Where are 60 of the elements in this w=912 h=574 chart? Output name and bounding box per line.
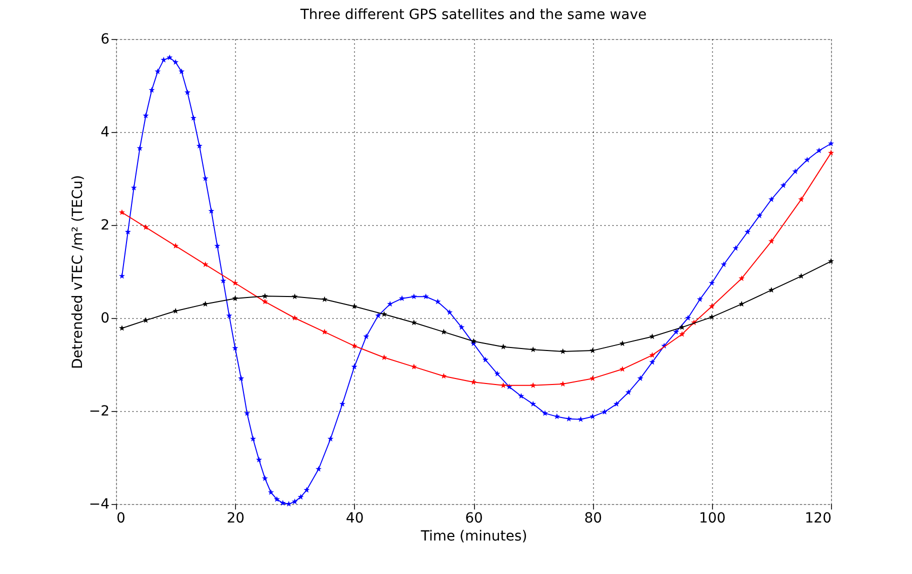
point [322, 328, 328, 335]
y-tick-label: 4 [100, 124, 110, 140]
point [351, 303, 358, 309]
point [232, 280, 238, 286]
point [202, 300, 208, 307]
point [142, 317, 149, 323]
point [118, 209, 125, 216]
y-tick-label: −2 [88, 404, 110, 420]
point [560, 380, 566, 387]
x-tick-label: 120 [804, 510, 832, 526]
point [649, 352, 656, 358]
y-tick-label: 0 [100, 310, 110, 326]
x-tick-label: 40 [346, 510, 364, 526]
point [322, 296, 328, 302]
point [708, 314, 715, 320]
point [798, 272, 804, 279]
point [381, 311, 388, 317]
point [738, 300, 745, 307]
point [232, 295, 238, 302]
point [679, 324, 686, 330]
point [649, 333, 656, 340]
y-axis-title: Detrended vTEC /m² (TECu) [70, 175, 86, 369]
x-tick-label: 0 [116, 510, 126, 526]
y-tick-label: −4 [88, 496, 110, 512]
x-tick-label: 20 [226, 510, 245, 526]
point [470, 338, 477, 344]
point [768, 238, 774, 244]
point [828, 258, 834, 264]
point [202, 261, 208, 268]
point [440, 372, 447, 379]
point [470, 379, 477, 385]
point [292, 314, 298, 321]
point [262, 298, 268, 304]
point [768, 286, 774, 293]
point [738, 275, 745, 282]
point [262, 292, 268, 299]
point [292, 293, 298, 300]
point [500, 382, 506, 388]
chart-title: Three different GPS satellites and the same wave [299, 7, 647, 23]
point [619, 340, 626, 346]
x-tick-label: 80 [584, 510, 602, 526]
point [530, 346, 536, 352]
point [679, 331, 686, 337]
x-tick-label: 100 [698, 510, 726, 526]
point [530, 382, 536, 388]
point [142, 224, 149, 230]
point [828, 150, 834, 156]
x-tick-label: 60 [465, 510, 483, 526]
y-tick-label: 6 [100, 32, 110, 48]
point [172, 242, 179, 248]
point [798, 196, 804, 202]
point [500, 344, 506, 350]
point [440, 328, 447, 335]
point [381, 354, 388, 360]
point [619, 366, 626, 372]
x-axis-title: Time (minutes) [420, 528, 528, 544]
y-tick-label: 2 [100, 218, 110, 234]
point [708, 303, 715, 309]
point [351, 342, 358, 348]
point [560, 348, 566, 354]
